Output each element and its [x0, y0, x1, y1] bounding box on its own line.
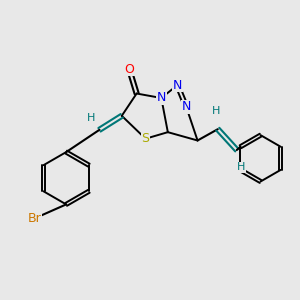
Text: O: O — [124, 63, 134, 76]
Text: N: N — [173, 79, 182, 92]
Text: H: H — [212, 106, 220, 116]
Text: H: H — [237, 162, 246, 172]
Text: N: N — [157, 92, 166, 104]
Text: H: H — [87, 113, 95, 123]
Text: Br: Br — [28, 212, 42, 225]
Text: S: S — [142, 132, 149, 145]
Text: N: N — [182, 100, 191, 113]
